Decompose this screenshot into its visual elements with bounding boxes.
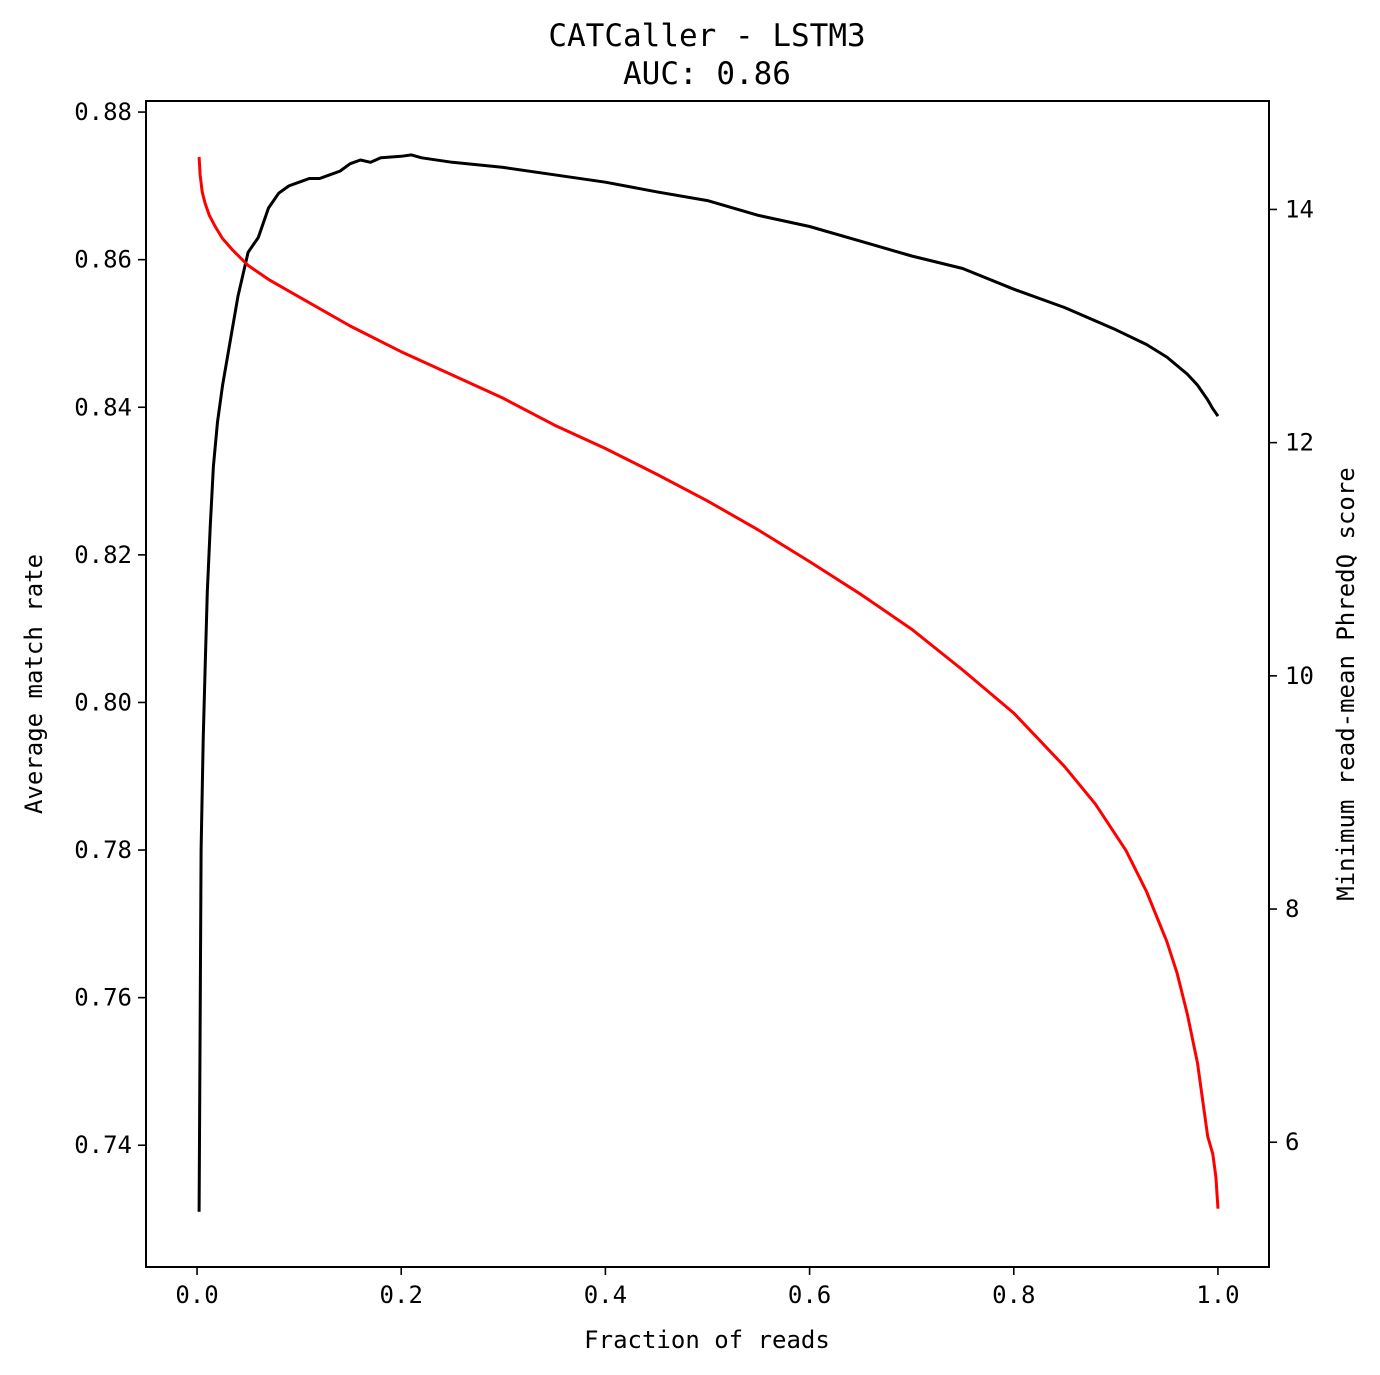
y-tick-label: 0.76 [74,984,132,1012]
y2-tick-label: 14 [1285,195,1314,223]
chart-subtitle: AUC: 0.86 [623,56,791,92]
plot-area [197,153,1220,1212]
y2-tick-label: 10 [1285,662,1314,690]
x-tick-label: 0.2 [380,1281,423,1309]
y-tick-label: 0.82 [74,541,132,569]
y-tick-label: 0.84 [74,393,132,421]
x-tick-label: 1.0 [1196,1281,1239,1309]
x-tick-label: 0.8 [992,1281,1035,1309]
y2-tick-label: 8 [1285,895,1299,923]
x-tick-label: 0.0 [175,1281,218,1309]
y-tick-label: 0.74 [74,1131,132,1159]
x-tick-label: 0.6 [788,1281,831,1309]
axes: 0.0 0.2 0.4 0.6 0.8 1.0 0.74 0.76 0.78 0.80 0.82 0.… [74,98,1314,1309]
chart-title: CATCaller - LSTM3 [548,18,865,54]
y2-tick-label: 12 [1285,429,1314,457]
y-tick-label: 0.78 [74,836,132,864]
y-tick-label: 0.80 [74,688,132,716]
match-rate-series-line [197,153,1220,1212]
plot-frame [145,100,1270,1268]
y-axis-label: Average match rate [20,554,48,814]
phredq-series-line [197,156,1220,1209]
y-tick-label: 0.86 [74,246,132,274]
y2-tick-label: 6 [1285,1128,1299,1156]
x-axis-label: Fraction of reads [584,1326,830,1354]
x-tick-label: 0.4 [584,1281,627,1309]
y-tick-label: 0.88 [74,98,132,126]
y2-axis-label: Minimum read-mean PhredQ score [1332,467,1360,900]
